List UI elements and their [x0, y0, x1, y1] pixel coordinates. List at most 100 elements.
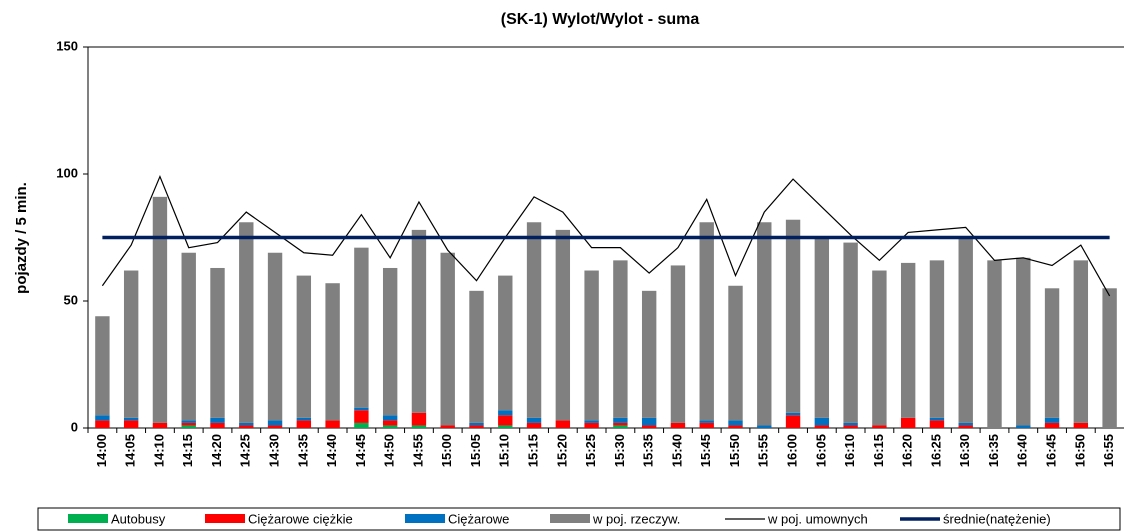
bar-segment	[613, 425, 628, 428]
bar-segment	[1102, 288, 1117, 428]
x-tick-label: 14:20	[209, 434, 224, 467]
x-tick-label: 14:35	[295, 434, 310, 467]
bar-segment	[123, 417, 139, 421]
bar-segment	[785, 219, 801, 413]
bar-segment	[296, 417, 312, 421]
x-tick-label: 14:10	[151, 434, 166, 467]
x-tick-label: 14:45	[353, 434, 368, 467]
legend-label: w poj. umownych	[767, 511, 868, 526]
bar-segment	[95, 420, 110, 428]
bar-segment	[267, 420, 283, 426]
bar-segment	[181, 425, 196, 428]
bar-segment	[181, 420, 196, 423]
bar-segment	[670, 265, 686, 423]
x-tick-label: 16:55	[1101, 434, 1116, 467]
bar-segment	[440, 425, 455, 428]
bar-segment	[1073, 422, 1089, 428]
y-tick-label: 150	[56, 38, 78, 53]
bar-segment	[354, 422, 369, 428]
bar-segment	[987, 260, 1002, 428]
bar-segment	[152, 422, 168, 428]
bar-segment	[900, 417, 916, 428]
bar-segment	[843, 422, 858, 426]
bar-segment	[95, 316, 110, 416]
x-tick-label: 15:05	[468, 434, 483, 467]
bar-segment	[239, 425, 254, 428]
bar-segment	[526, 417, 542, 423]
bar-segment	[584, 270, 599, 421]
x-tick-label: 15:30	[612, 434, 627, 467]
x-tick-label: 16:35	[986, 434, 1001, 467]
bar-segment	[181, 252, 196, 421]
legend-swatch	[550, 514, 590, 523]
bar-segment	[267, 425, 283, 428]
legend-label: Ciężarowe ciężkie	[248, 511, 353, 526]
bar-segment	[123, 420, 139, 428]
x-tick-label: 16:30	[957, 434, 972, 467]
x-tick-label: 16:15	[871, 434, 886, 467]
legend-swatch	[68, 514, 108, 523]
bar-segment	[958, 237, 973, 423]
bar-segment	[296, 275, 312, 418]
x-tick-label: 15:10	[497, 434, 512, 467]
bar-segment	[699, 422, 714, 428]
bar-segment	[382, 420, 398, 426]
x-tick-label: 15:40	[669, 434, 684, 467]
x-tick-label: 16:40	[1015, 434, 1030, 467]
bar-segment	[354, 247, 369, 408]
legend-label: Ciężarowe	[448, 511, 509, 526]
bar-segment	[584, 420, 599, 423]
bar-segment	[641, 290, 657, 418]
x-tick-label: 16:45	[1043, 434, 1058, 467]
x-tick-label: 14:55	[410, 434, 425, 467]
bar-segment	[498, 415, 513, 426]
x-tick-label: 16:00	[784, 434, 799, 467]
bar-segment	[498, 275, 513, 411]
bar-segment	[267, 252, 283, 421]
bar-segment	[814, 425, 830, 428]
x-tick-label: 16:50	[1072, 434, 1087, 467]
bar-segment	[1016, 257, 1031, 426]
legend-swatch	[205, 514, 245, 523]
bar-segment	[469, 290, 484, 423]
bar-segment	[123, 270, 139, 418]
bar-segment	[1044, 288, 1060, 418]
chart-title: (SK-1) Wylot/Wylot - suma	[501, 11, 700, 28]
x-tick-label: 15:50	[727, 434, 742, 467]
bar-segment	[555, 420, 571, 428]
y-tick-label: 0	[71, 419, 78, 434]
bar-segment	[1044, 422, 1060, 428]
bar-segment	[469, 422, 484, 426]
x-tick-label: 14:15	[180, 434, 195, 467]
bar-segment	[699, 222, 714, 421]
bar-segment	[152, 196, 168, 423]
x-tick-label: 16:25	[928, 434, 943, 467]
x-tick-label: 14:25	[238, 434, 253, 467]
bar-segment	[181, 422, 196, 426]
bar-segment	[641, 425, 657, 428]
bar-segment	[613, 422, 628, 426]
bar-segment	[958, 425, 973, 428]
legend-label: średnie(natężenie)	[943, 511, 1051, 526]
y-axis-label: pojazdy / 5 min.	[13, 182, 30, 294]
bar-segment	[958, 422, 973, 426]
x-tick-label: 16:20	[900, 434, 915, 467]
bar-segment	[354, 410, 369, 423]
x-tick-label: 15:35	[641, 434, 656, 467]
bar-segment	[411, 229, 427, 413]
legend-label: w poj. rzeczyw.	[592, 511, 680, 526]
bar-segment	[613, 260, 628, 418]
x-tick-label: 16:05	[813, 434, 828, 467]
bar-segment	[757, 222, 772, 426]
y-tick-label: 100	[56, 165, 78, 180]
bar-segment	[526, 422, 542, 428]
bar-segment	[900, 262, 916, 418]
x-tick-label: 14:40	[324, 434, 339, 467]
bar-segment	[785, 415, 801, 428]
bar-segment	[210, 417, 225, 423]
bar-segment	[210, 267, 225, 418]
bar-segment	[699, 420, 714, 423]
bar-segment	[814, 417, 830, 426]
x-tick-label: 14:05	[123, 434, 138, 467]
